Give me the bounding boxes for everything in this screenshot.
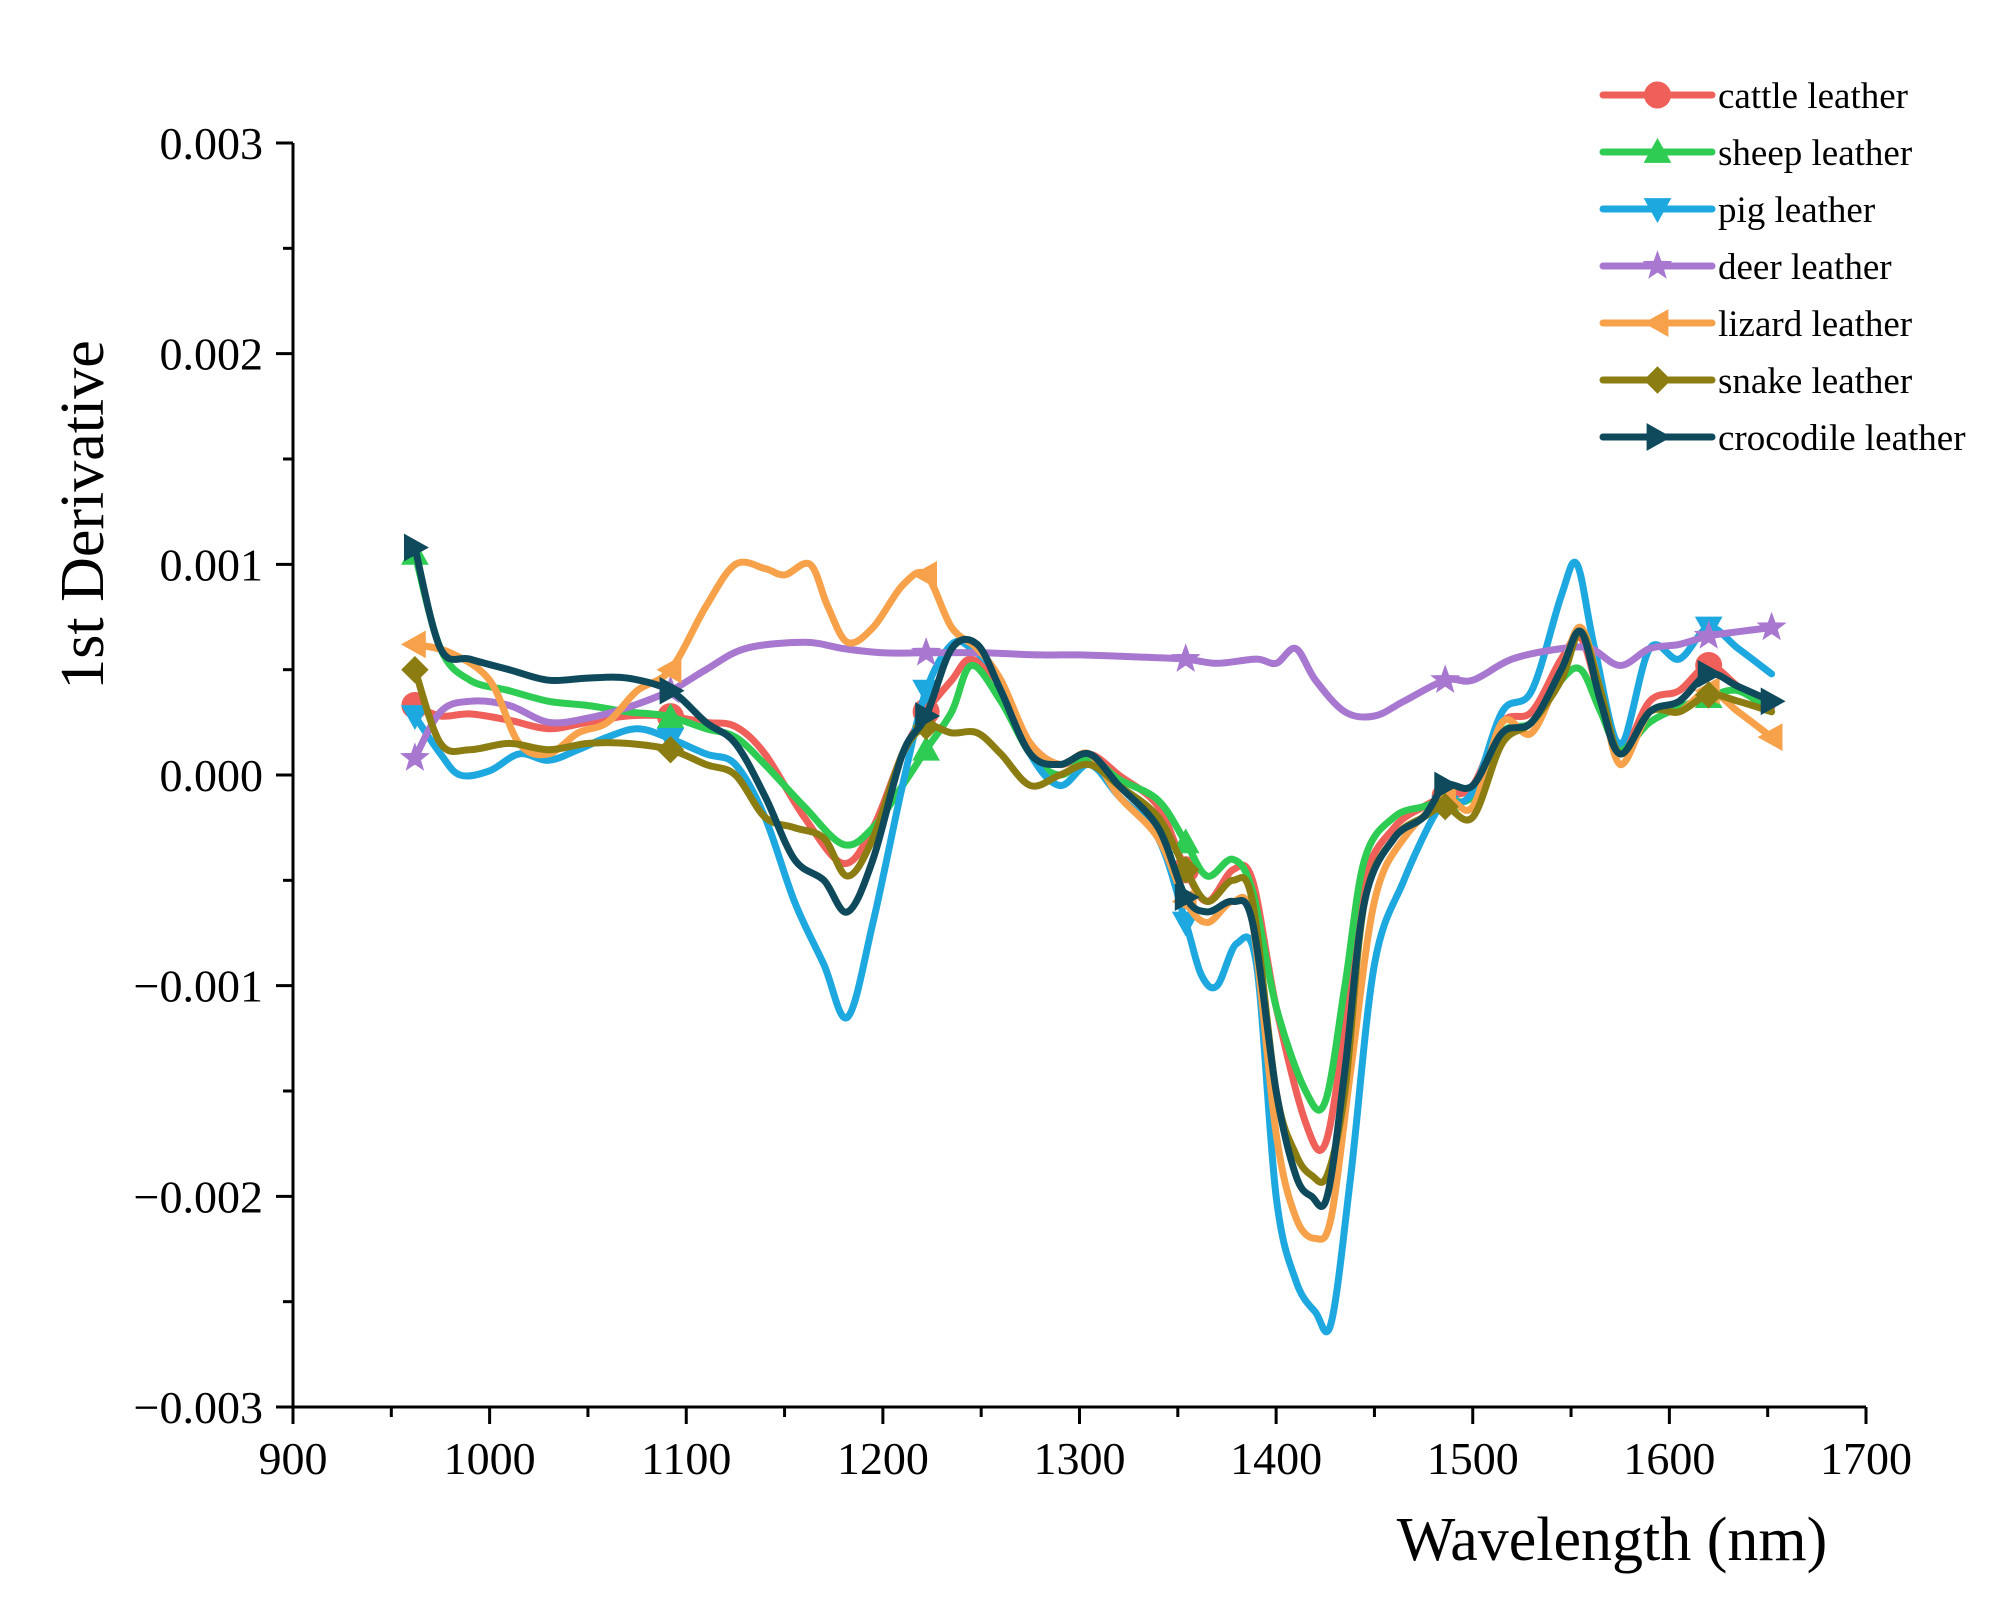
- legend-marker: [1644, 81, 1671, 109]
- axes: 900 1000 1100 1200 1300 1400 1500 1600 1700 −0.00…: [134, 118, 1912, 1484]
- y-tick-label: 0.001: [160, 539, 264, 590]
- data-point-crocodile-leather: [915, 702, 941, 730]
- data-point-crocodile-leather: [1434, 771, 1460, 800]
- legend-label: deer leather: [1718, 247, 1892, 288]
- legend-marker: [1643, 366, 1672, 394]
- legend-marker: [1643, 309, 1669, 337]
- y-tick-label: −0.002: [134, 1171, 263, 1222]
- legend-marker: [1646, 423, 1672, 451]
- series-crocodile-leather: [404, 533, 1786, 1210]
- data-point-deer-leather: [1170, 643, 1201, 672]
- x-tick-label: 1400: [1230, 1433, 1322, 1484]
- x-tick-label: 1500: [1427, 1433, 1519, 1484]
- data-point-lizard-leather: [912, 561, 937, 589]
- data-point-sheep-leather: [1171, 828, 1200, 854]
- legend-item-lizard-leather: lizard leather: [1599, 304, 1912, 345]
- x-tick-label: 1000: [444, 1433, 536, 1484]
- y-tick-label: 0.002: [160, 329, 264, 380]
- data-point-snake-leather: [401, 655, 429, 684]
- legend-label: sheep leather: [1718, 133, 1912, 174]
- x-tick-label: 1700: [1820, 1433, 1912, 1484]
- series-lizard-leather: [400, 558, 1783, 1243]
- y-axis-title: 1st Derivative: [49, 340, 117, 690]
- data-point-pig-leather: [1171, 911, 1200, 937]
- x-tick-label: 1300: [1034, 1433, 1126, 1484]
- y-tick-label: 0.003: [160, 118, 264, 169]
- x-axis-title: Wavelength (nm): [1397, 1506, 1828, 1574]
- legend-item-snake-leather: snake leather: [1599, 361, 1912, 402]
- data-point-deer-leather: [1693, 620, 1724, 649]
- legend-label: snake leather: [1718, 361, 1912, 402]
- data-point-lizard-leather: [656, 655, 682, 684]
- data-point-deer-leather: [1756, 611, 1787, 641]
- legend-label: lizard leather: [1718, 304, 1912, 345]
- series-layer: [399, 533, 1787, 1336]
- legend-marker: [1643, 198, 1672, 224]
- x-tick-label: 1100: [641, 1433, 731, 1484]
- legend-item-deer-leather: deer leather: [1599, 247, 1892, 288]
- y-tick-label: −0.001: [134, 961, 263, 1012]
- legend-label: pig leather: [1718, 190, 1875, 231]
- data-point-lizard-leather: [400, 630, 426, 659]
- data-point-crocodile-leather: [659, 676, 685, 705]
- series-line-crocodile-leather: [411, 544, 1776, 1210]
- legend-item-crocodile-leather: crocodile leather: [1599, 418, 1966, 459]
- legend-label: crocodile leather: [1718, 418, 1966, 459]
- data-point-crocodile-leather: [404, 533, 429, 562]
- legend-marker: [1643, 137, 1672, 163]
- legend: cattle leather sheep leather pig leather de…: [1599, 76, 1966, 459]
- legend-label: cattle leather: [1718, 76, 1908, 117]
- series-sheep-leather: [401, 539, 1776, 1114]
- legend-item-pig-leather: pig leather: [1599, 190, 1875, 231]
- series-pig-leather: [401, 558, 1776, 1336]
- data-point-deer-leather: [1430, 664, 1461, 693]
- series-line-snake-leather: [411, 628, 1776, 1186]
- data-point-snake-leather: [656, 735, 685, 764]
- data-point-lizard-leather: [1757, 723, 1783, 751]
- data-point-crocodile-leather: [1174, 883, 1200, 912]
- data-point-deer-leather: [399, 742, 430, 771]
- x-tick-label: 1600: [1623, 1433, 1715, 1484]
- legend-marker: [1642, 250, 1673, 279]
- data-point-deer-leather: [911, 637, 942, 666]
- legend-item-cattle-leather: cattle leather: [1599, 76, 1908, 117]
- x-tick-label: 900: [259, 1433, 328, 1484]
- data-point-snake-leather: [1694, 681, 1723, 709]
- data-point-crocodile-leather: [1760, 687, 1786, 716]
- data-point-pig-leather: [401, 705, 429, 731]
- data-point-sheep-leather: [656, 703, 685, 729]
- legend-item-sheep-leather: sheep leather: [1599, 133, 1912, 174]
- y-tick-label: −0.003: [134, 1382, 263, 1433]
- data-point-sheep-leather: [912, 735, 940, 761]
- y-tick-label: 0.000: [160, 750, 264, 801]
- x-tick-label: 1200: [837, 1433, 929, 1484]
- data-point-crocodile-leather: [1697, 660, 1723, 688]
- series-line-sheep-leather: [411, 550, 1776, 1114]
